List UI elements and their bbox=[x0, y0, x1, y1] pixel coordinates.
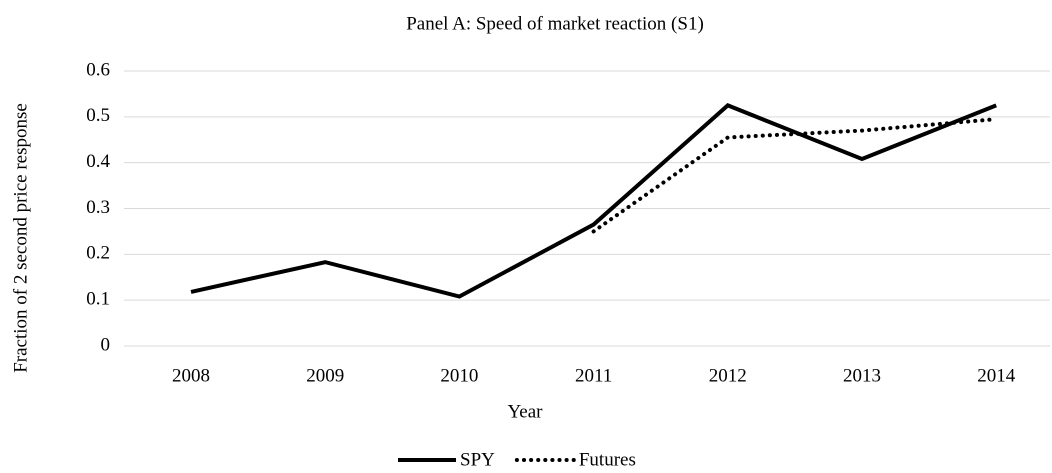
x-tick-label: 2010 bbox=[440, 365, 478, 386]
y-axis-label: Fraction of 2 second price response bbox=[10, 103, 31, 373]
x-axis-label: Year bbox=[507, 401, 543, 422]
x-tick-label: 2008 bbox=[172, 365, 210, 386]
x-tick-label: 2012 bbox=[709, 365, 747, 386]
y-tick-label: 0.2 bbox=[86, 243, 110, 264]
y-tick-label: 0.4 bbox=[86, 151, 110, 172]
line-series bbox=[190, 103, 997, 299]
legend-label: SPY bbox=[460, 449, 495, 470]
y-tick-label: 0.3 bbox=[86, 197, 110, 218]
y-tick-label: 0 bbox=[101, 334, 111, 355]
y-tick-label: 0.1 bbox=[86, 289, 110, 310]
chart-title: Panel A: Speed of market reaction (S1) bbox=[406, 13, 704, 34]
y-tick-label: 0.6 bbox=[86, 59, 110, 80]
x-tick-label: 2013 bbox=[843, 365, 881, 386]
line-series bbox=[591, 117, 999, 234]
x-tick-label: 2014 bbox=[977, 365, 1016, 386]
x-tick-label: 2009 bbox=[306, 365, 344, 386]
y-tick-label: 0.5 bbox=[86, 105, 110, 126]
legend-label: Futures bbox=[579, 449, 636, 470]
x-tick-label: 2011 bbox=[575, 365, 612, 386]
